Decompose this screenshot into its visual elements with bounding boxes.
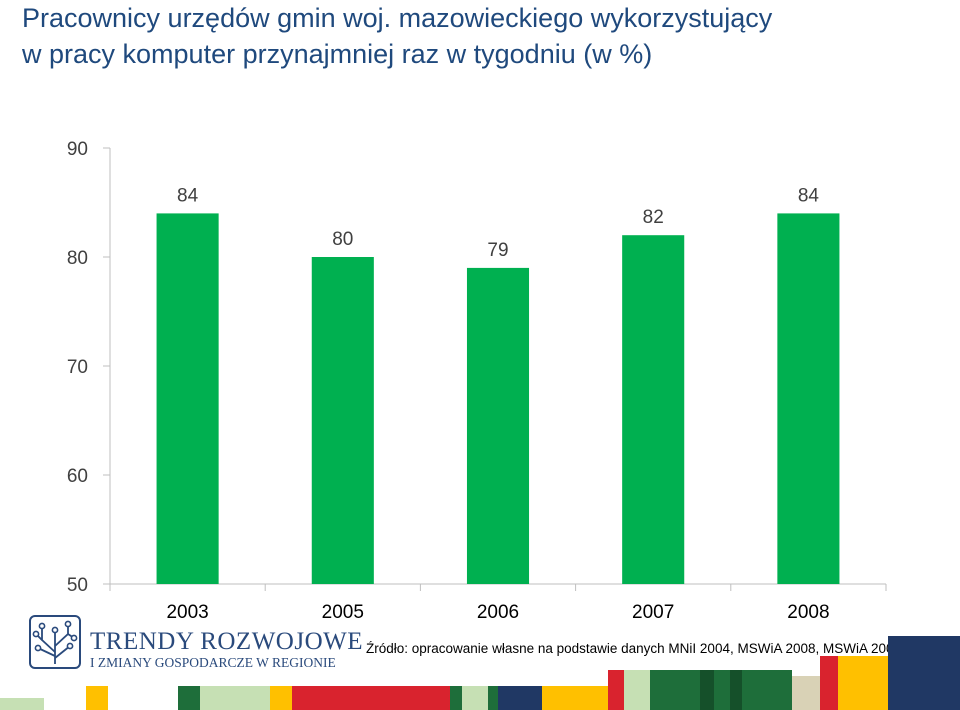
decorative-block <box>178 686 200 710</box>
logo: TRENDY ROZWOJOWE I ZMIANY GOSPODARCZE W … <box>28 614 363 676</box>
decorative-block <box>200 686 270 710</box>
decorative-block <box>730 670 742 710</box>
decorative-block <box>462 686 488 710</box>
data-label: 82 <box>643 207 664 228</box>
bar-chart: 50 60 70 80 90 84 2003 80 2005 79 2006 82 2007 84 2008 <box>67 139 887 623</box>
y-tick-label: 90 <box>67 139 88 160</box>
decorative-block <box>86 686 108 710</box>
bar <box>622 235 685 584</box>
data-label: 79 <box>487 240 508 261</box>
decorative-block <box>742 670 792 710</box>
decorative-block <box>542 686 608 710</box>
logo-tagline: I ZMIANY GOSPODARCZE W REGIONIE <box>90 655 336 670</box>
y-tick-label: 70 <box>67 357 88 378</box>
decorative-block <box>498 686 542 710</box>
y-tick-label: 80 <box>67 248 88 269</box>
x-category-label: 2003 <box>166 602 208 623</box>
decorative-block <box>108 686 178 710</box>
decorative-block <box>44 698 86 710</box>
decorative-block <box>488 686 498 710</box>
x-category-label: 2005 <box>322 602 364 623</box>
y-tick-label: 50 <box>67 575 88 596</box>
decorative-block <box>700 670 714 710</box>
chart-title-line-2: w pracy komputer przynajmniej raz w tygo… <box>22 39 653 69</box>
decorative-block <box>888 636 960 710</box>
chart-title-line-1: Pracownicy urzędów gmin woj. mazowieckie… <box>22 3 773 33</box>
decorative-block <box>650 670 700 710</box>
bar <box>156 213 219 584</box>
circuit-tree-icon <box>29 615 81 669</box>
decorative-block <box>270 686 292 710</box>
data-label: 84 <box>177 185 199 206</box>
decorative-block <box>0 698 44 710</box>
decorative-block <box>292 686 450 710</box>
decorative-block <box>624 670 650 710</box>
decorative-block <box>838 656 888 710</box>
y-tick-label: 60 <box>67 466 88 487</box>
chart-title: Pracownicy urzędów gmin woj. mazowieckie… <box>22 0 942 72</box>
decorative-block <box>792 676 820 710</box>
decorative-block <box>820 656 838 710</box>
bar <box>311 257 374 584</box>
source-note: Źródło: opracowanie własne na podstawie … <box>366 641 905 656</box>
decorative-stripe <box>0 636 960 710</box>
data-label: 84 <box>798 185 820 206</box>
logo-title: TRENDY ROZWOJOWE <box>90 628 364 655</box>
bar <box>466 267 530 584</box>
x-category-label: 2006 <box>477 602 519 623</box>
x-category-label: 2008 <box>787 602 829 623</box>
data-label: 80 <box>332 229 353 250</box>
decorative-block <box>450 686 462 710</box>
bar <box>777 213 840 584</box>
decorative-block <box>608 670 624 710</box>
x-category-label: 2007 <box>632 602 674 623</box>
decorative-block <box>714 670 730 710</box>
